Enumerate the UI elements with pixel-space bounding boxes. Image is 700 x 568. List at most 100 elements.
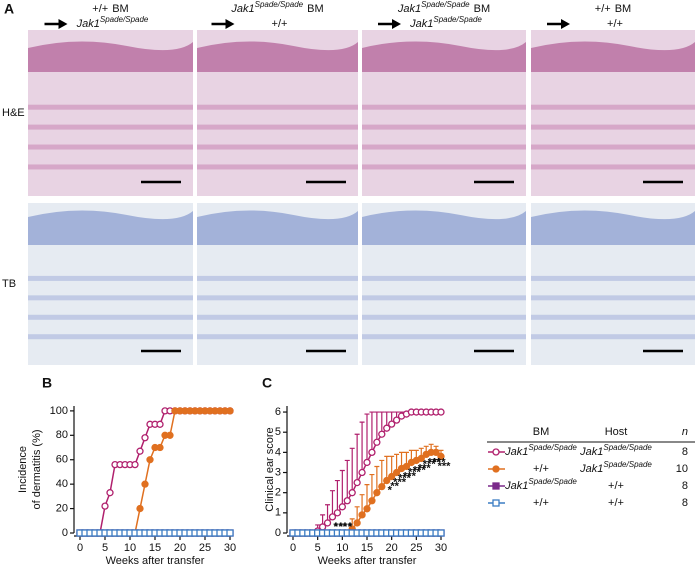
data-point bbox=[378, 430, 386, 438]
column-header-suffix: BM bbox=[615, 3, 632, 15]
data-point bbox=[353, 519, 361, 527]
panel-label: A bbox=[4, 1, 14, 17]
x-tick-label: 20 bbox=[386, 542, 398, 554]
x-tick-label: 30 bbox=[435, 542, 447, 554]
tissue-layer bbox=[197, 164, 358, 170]
genotype: Jak1 bbox=[504, 446, 528, 458]
tissue-layer bbox=[197, 41, 358, 72]
data-point bbox=[392, 468, 401, 477]
data-point bbox=[378, 482, 386, 491]
data-point bbox=[338, 503, 346, 511]
x-tick-label: 10 bbox=[124, 542, 136, 554]
data-point bbox=[353, 478, 361, 487]
data-point bbox=[402, 462, 411, 471]
y-tick-label: 20 bbox=[56, 502, 68, 514]
error-bar bbox=[364, 484, 370, 509]
data-point bbox=[358, 468, 366, 477]
legend-host: +/+ bbox=[608, 480, 624, 492]
data-point bbox=[136, 504, 144, 513]
tissue-layer bbox=[28, 104, 193, 110]
error-bar bbox=[344, 459, 350, 501]
legend-bm: Jak1Spade/Spade bbox=[504, 477, 577, 492]
error-bar bbox=[379, 459, 385, 487]
y-tick-label: 80 bbox=[56, 429, 68, 441]
legend-swatch bbox=[492, 448, 500, 456]
x-tick-label: 15 bbox=[149, 542, 161, 554]
tissue-layer bbox=[531, 295, 695, 301]
tissue-layer bbox=[197, 275, 358, 281]
significance-mark: *** bbox=[334, 521, 348, 533]
column-header-suffix: BM bbox=[474, 3, 491, 15]
data-point bbox=[417, 454, 425, 463]
legend-header: n bbox=[682, 426, 688, 438]
data-point bbox=[226, 529, 234, 537]
column-header: Jak1Spade/Spade BM bbox=[397, 0, 490, 15]
column-header-suffix: BM bbox=[112, 3, 129, 15]
legend-swatch bbox=[492, 499, 500, 507]
error-bar bbox=[339, 469, 345, 507]
data-point bbox=[383, 424, 391, 432]
significance-mark: *** bbox=[398, 472, 412, 484]
y-tick-label: 0 bbox=[62, 527, 68, 539]
tissue-layer bbox=[197, 334, 358, 340]
error-bar bbox=[384, 455, 390, 481]
tissue-layer bbox=[362, 275, 526, 281]
tissue-layer bbox=[362, 144, 526, 150]
panel-label: B bbox=[42, 375, 52, 391]
data-point bbox=[363, 458, 371, 467]
data-point bbox=[226, 407, 234, 415]
data-point bbox=[146, 456, 154, 464]
tissue-layer bbox=[28, 334, 193, 340]
x-tick-label: 0 bbox=[290, 542, 296, 554]
y-axis-title: Clinical ear score bbox=[264, 427, 276, 511]
error-bar bbox=[359, 421, 365, 473]
tissue-layer bbox=[531, 210, 695, 245]
tissue-layer bbox=[28, 314, 193, 320]
data-point bbox=[388, 472, 396, 481]
tissue-layer bbox=[28, 275, 193, 281]
legend-bm: +/+ bbox=[533, 463, 549, 475]
genotype: Jak1 bbox=[579, 463, 603, 475]
arrow-head bbox=[392, 19, 401, 29]
data-point bbox=[323, 519, 332, 527]
significance-mark: *** bbox=[428, 456, 442, 468]
series-line bbox=[80, 410, 230, 534]
genotype: +/+ bbox=[595, 3, 611, 15]
error-bar bbox=[369, 411, 375, 453]
y-axis-title: of dermatitis (%) bbox=[31, 429, 43, 509]
genotype-superscript: Spade/Spade bbox=[528, 477, 577, 486]
tissue-layer bbox=[362, 124, 526, 130]
y-tick-label: 60 bbox=[56, 454, 68, 466]
tissue-layer bbox=[28, 210, 193, 245]
significance-mark: * bbox=[348, 521, 353, 533]
genotype: +/+ bbox=[92, 3, 108, 15]
legend-n: 8 bbox=[682, 446, 688, 458]
y-axis-title: Incidence bbox=[17, 446, 29, 493]
error-bar bbox=[329, 490, 335, 517]
significance-mark: *** bbox=[418, 462, 432, 474]
tissue-layer bbox=[362, 164, 526, 170]
column-header-suffix: BM bbox=[307, 3, 324, 15]
data-point bbox=[432, 448, 440, 457]
genotype: Jak1 bbox=[409, 18, 433, 30]
data-point bbox=[388, 420, 396, 428]
column-header: +/+ bbox=[272, 18, 288, 30]
tissue-layer bbox=[531, 334, 695, 340]
legend-header: Host bbox=[605, 426, 628, 438]
arrow-head bbox=[561, 19, 570, 29]
tissue-layer bbox=[531, 144, 695, 150]
data-point bbox=[437, 408, 445, 416]
data-point bbox=[368, 448, 376, 457]
data-point bbox=[156, 443, 164, 452]
tissue-layer bbox=[362, 314, 526, 320]
tissue-layer bbox=[197, 144, 358, 150]
column-header: +/+ BM bbox=[595, 3, 631, 15]
panel-label: C bbox=[262, 375, 272, 391]
arrow-head bbox=[225, 19, 235, 29]
y-tick-label: 40 bbox=[56, 478, 68, 490]
x-tick-label: 25 bbox=[199, 542, 211, 554]
error-bar bbox=[374, 411, 380, 443]
tissue-layer bbox=[531, 104, 695, 110]
legend-swatch bbox=[492, 465, 500, 473]
